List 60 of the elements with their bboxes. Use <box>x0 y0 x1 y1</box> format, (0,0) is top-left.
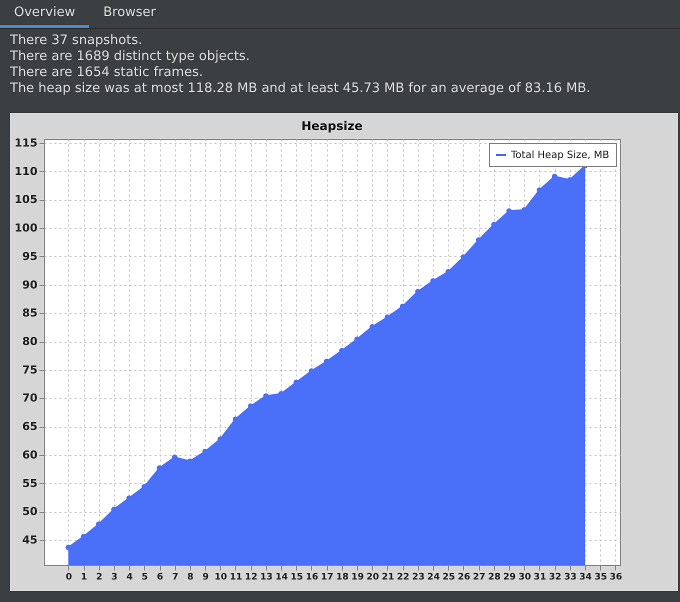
x-tick-label: 32 <box>548 572 562 582</box>
text: Overview <box>0 0 90 28</box>
x-tick-label: 20 <box>366 572 380 582</box>
y-tick-label: 50 <box>22 505 38 518</box>
y-tick-label: 100 <box>14 222 38 235</box>
y-tick-label: 110 <box>14 164 38 178</box>
x-tick-label: 26 <box>458 572 470 582</box>
y-tick-label: 95 <box>22 250 38 263</box>
x-tick-label: 10 <box>214 572 228 582</box>
x-tick-label: 28 <box>488 572 501 582</box>
x-tick-label: 24 <box>427 572 440 582</box>
x-tick-label: 36 <box>610 572 622 582</box>
x-tick-label: 14 <box>275 572 288 582</box>
x-tick-label: 6 <box>156 572 164 582</box>
x-tick-label: 19 <box>351 572 364 582</box>
x-tick-label: 17 <box>320 572 334 582</box>
text: Browser <box>102 4 157 22</box>
text: There 37 snapshots. <box>10 33 144 49</box>
x-tick-label: 18 <box>336 572 349 582</box>
x-tick-label: 12 <box>244 572 258 582</box>
y-tick-label: 80 <box>22 335 38 348</box>
x-tick-label: 3 <box>111 572 118 582</box>
y-tick-label: 55 <box>22 476 38 490</box>
x-tick-label: 0 <box>66 572 72 582</box>
x-tick-label: 31 <box>534 572 546 582</box>
y-tick-label: 115 <box>14 136 38 150</box>
x-tick-label: 21 <box>382 572 394 582</box>
y-tick-label: 85 <box>22 306 38 320</box>
text: The heap size was at most 118.28 MB and at least 45.73 MB for an average of 83.16 MB. <box>10 81 592 97</box>
x-tick-label: 30 <box>518 572 532 582</box>
x-tick-label: 8 <box>187 572 194 582</box>
y-tick-label: 105 <box>14 193 38 206</box>
x-tick-label: 33 <box>564 572 577 582</box>
chart-title: Heapsize <box>301 118 363 133</box>
x-tick-label: 29 <box>503 572 516 582</box>
x-tick-label: 5 <box>142 572 148 582</box>
y-tick-label: 65 <box>22 420 38 434</box>
x-tick-label: 4 <box>126 572 133 582</box>
x-tick-label: 13 <box>260 572 273 582</box>
text: There are 1654 static frames. <box>10 65 204 81</box>
x-tick-label: 22 <box>396 572 410 582</box>
x-tick-label: 34 <box>579 572 592 582</box>
x-tick-label: 1 <box>80 572 88 582</box>
x-tick-label: 11 <box>230 572 242 582</box>
y-tick-label: 60 <box>22 448 38 462</box>
x-tick-label: 15 <box>290 572 304 582</box>
x-tick-label: 9 <box>202 572 209 582</box>
y-tick-label: 70 <box>22 392 38 405</box>
x-tick-label: 23 <box>412 572 425 582</box>
x-tick-label: 2 <box>96 572 102 582</box>
text: There are 1689 distinct type objects. <box>10 49 251 65</box>
x-tick-label: 7 <box>172 572 178 582</box>
legend-label: Total Heap Size, MB <box>510 150 610 161</box>
x-tick-label: 35 <box>594 572 608 582</box>
x-tick-label: 16 <box>306 572 318 582</box>
y-tick-label: 75 <box>22 363 38 376</box>
y-tick-label: 90 <box>22 278 38 292</box>
y-tick-label: 45 <box>22 534 38 547</box>
x-tick-label: 25 <box>442 572 456 582</box>
x-tick-label: 27 <box>472 572 486 582</box>
